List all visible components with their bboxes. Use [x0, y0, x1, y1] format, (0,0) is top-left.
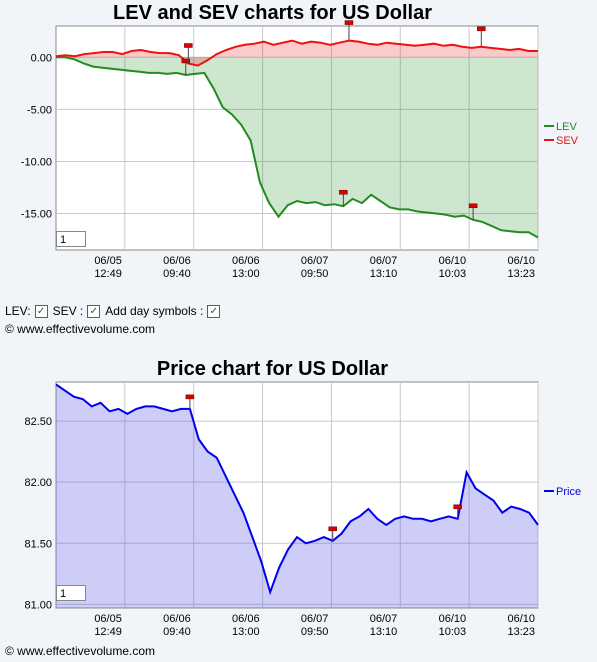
x-tick-label-time: 13:00	[232, 626, 260, 638]
day-symbols-label: Add day symbols :	[105, 304, 204, 318]
price-chart: 06/0512:4906/0609:4006/0613:0006/0709:50…	[24, 381, 581, 638]
y-tick-label: -5.00	[27, 104, 52, 116]
y-tick-label: -15.00	[21, 209, 52, 221]
x-tick-label-time: 12:49	[94, 626, 122, 638]
copyright-1[interactable]: © www.effectivevolume.com	[5, 322, 156, 336]
chart2-title: Price chart for US Dollar	[156, 358, 389, 380]
x-tick-label-time: 10:03	[439, 626, 467, 638]
x-tick-label-time: 13:23	[507, 268, 535, 280]
day-marker	[185, 394, 195, 400]
x-tick-label-date: 06/06	[163, 255, 191, 267]
y-tick-label: 81.50	[24, 538, 52, 550]
x-tick-label-date: 06/05	[94, 255, 122, 267]
x-tick-label-date: 06/05	[94, 613, 122, 625]
x-tick-label-time: 13:00	[232, 268, 260, 280]
legend-entry: LEV	[556, 121, 577, 133]
chart-controls: LEV: ✓ SEV : ✓ Add day symbols : ✓	[5, 304, 223, 318]
legend-entry: SEV	[556, 135, 579, 147]
day-marker	[344, 20, 354, 25]
x-tick-label-time: 12:49	[94, 268, 122, 280]
x-tick-label-time: 09:50	[301, 626, 329, 638]
day-marker	[468, 203, 478, 209]
y-tick-label: 82.50	[24, 416, 52, 428]
x-tick-label-date: 06/07	[370, 255, 398, 267]
x-tick-label-date: 06/10	[439, 255, 467, 267]
x-tick-label-date: 06/10	[439, 613, 467, 625]
day-marker	[184, 43, 193, 48]
x-tick-label-time: 09:40	[163, 626, 191, 638]
series-area-sev	[56, 40, 538, 66]
y-tick-label: -10.00	[21, 156, 52, 168]
x-tick-label-date: 06/07	[301, 255, 329, 267]
x-tick-label-time: 13:10	[370, 268, 398, 280]
day-symbols-checkbox[interactable]: ✓	[207, 304, 221, 318]
x-tick-label-time: 13:10	[370, 626, 398, 638]
day-marker	[181, 58, 191, 64]
x-tick-label-date: 06/10	[507, 255, 535, 267]
y-tick-label: 82.00	[24, 477, 52, 489]
lev-checkbox[interactable]: ✓	[34, 304, 48, 318]
plot-area	[55, 381, 539, 609]
series-line-lev	[56, 56, 539, 239]
series-area-lev	[56, 57, 538, 238]
x-tick-label-time: 09:40	[163, 268, 191, 280]
x-tick-label-date: 06/06	[232, 255, 260, 267]
chart2-page-box[interactable]: 1	[56, 585, 86, 601]
x-tick-label-time: 10:03	[439, 268, 467, 280]
x-tick-label-date: 06/06	[232, 613, 260, 625]
y-tick-label: 81.00	[24, 599, 52, 611]
day-marker	[453, 504, 462, 510]
x-tick-label-date: 06/06	[163, 613, 191, 625]
x-tick-label-time: 13:23	[507, 626, 535, 638]
day-marker	[477, 26, 486, 32]
lev-sev-chart: 06/0512:4906/0609:4006/0613:0006/0709:50…	[21, 20, 579, 280]
x-tick-label-date: 06/07	[301, 613, 329, 625]
lev-checkbox-label: LEV:	[5, 304, 31, 318]
series-area-price	[56, 384, 538, 608]
sev-checkbox-label: SEV :	[52, 304, 84, 318]
y-tick-label: 0.00	[31, 52, 52, 64]
x-tick-label-date: 06/07	[370, 613, 398, 625]
day-marker	[339, 189, 348, 195]
legend-entry: Price	[556, 486, 581, 498]
sev-checkbox[interactable]: ✓	[87, 304, 101, 318]
chart1-title: LEV and SEV charts for US Dollar	[113, 2, 432, 24]
x-tick-label-time: 09:50	[301, 268, 329, 280]
series-line-sev	[55, 39, 538, 67]
chart1-page-box[interactable]: 1	[56, 231, 86, 247]
copyright-2[interactable]: © www.effectivevolume.com	[5, 644, 156, 658]
x-tick-label-date: 06/10	[507, 613, 535, 625]
day-marker	[328, 526, 337, 532]
